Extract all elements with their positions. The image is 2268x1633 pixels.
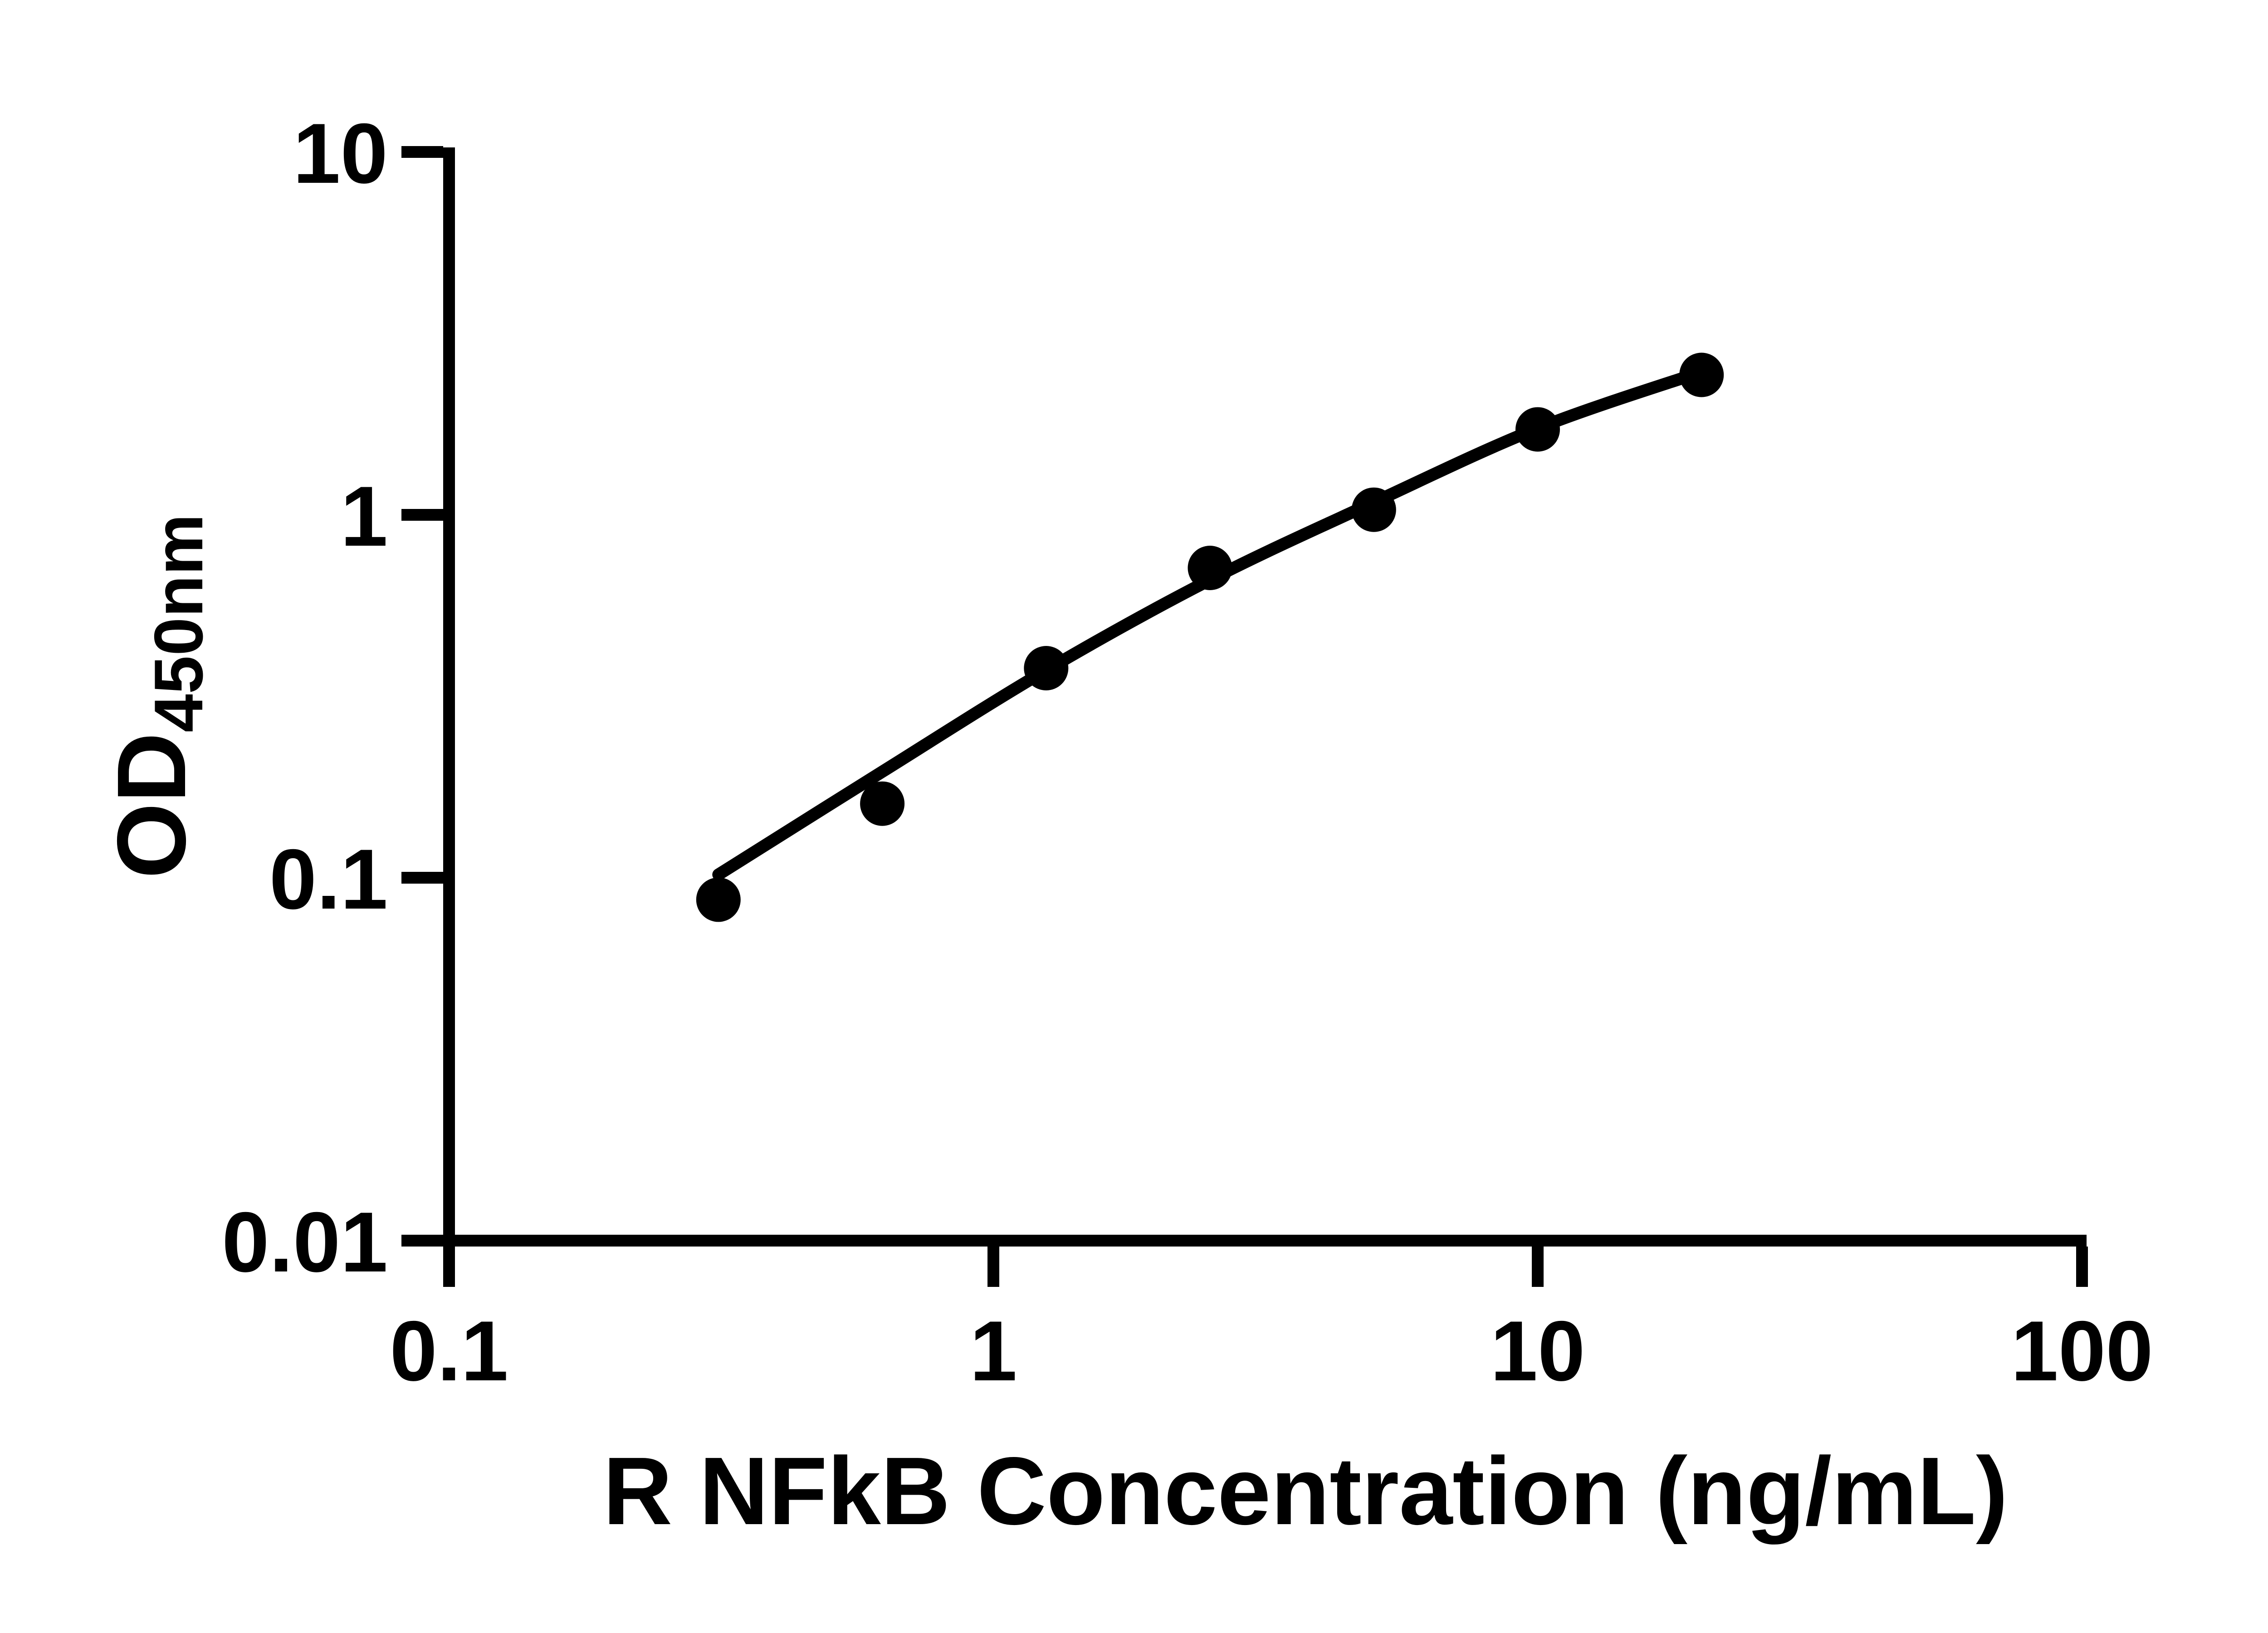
- x-tick-labels: 0.1 1 10 100: [390, 1303, 2153, 1398]
- y-axis-title: OD450nm: [97, 514, 217, 879]
- data-point: [696, 877, 741, 922]
- x-tick-mark: [443, 1247, 455, 1287]
- y-tick-label-10: 10: [293, 106, 388, 201]
- x-axis-title: R NFkB Concentration (ng/mL): [603, 1437, 2008, 1545]
- data-point: [1188, 546, 1232, 590]
- y-tick-mark: [401, 509, 443, 521]
- x-tick-mark: [987, 1247, 999, 1287]
- x-tick-label-10: 10: [1490, 1303, 1585, 1398]
- y-tick-mark: [401, 1235, 443, 1247]
- data-point: [1679, 352, 1724, 397]
- y-tick-label-1: 1: [340, 469, 388, 564]
- data-point: [1515, 407, 1560, 452]
- data-point: [1024, 646, 1069, 690]
- data-points: [696, 352, 1724, 922]
- x-tick-label-0.1: 0.1: [390, 1303, 508, 1398]
- y-tick-labels: 10 1 0.1 0.01: [222, 106, 388, 1290]
- x-tick-label-1: 1: [970, 1303, 1017, 1398]
- y-axis-title-main: OD: [97, 733, 206, 879]
- y-tick-mark: [401, 146, 443, 158]
- data-point: [860, 781, 905, 826]
- y-tick-label-0.01: 0.01: [222, 1194, 388, 1290]
- y-tick-marks: [401, 146, 443, 1247]
- x-tick-label-100: 100: [2011, 1303, 2153, 1398]
- data-point: [1351, 487, 1396, 532]
- y-axis-line: [443, 147, 455, 1247]
- x-axis-line: [443, 1235, 2087, 1247]
- x-tick-mark: [1532, 1247, 1544, 1287]
- x-tick-marks: [443, 1247, 2088, 1287]
- y-axis-title-subscript: 450nm: [140, 514, 217, 733]
- y-tick-mark: [401, 872, 443, 884]
- x-tick-mark: [2076, 1247, 2088, 1287]
- y-tick-label-0.1: 0.1: [269, 831, 388, 927]
